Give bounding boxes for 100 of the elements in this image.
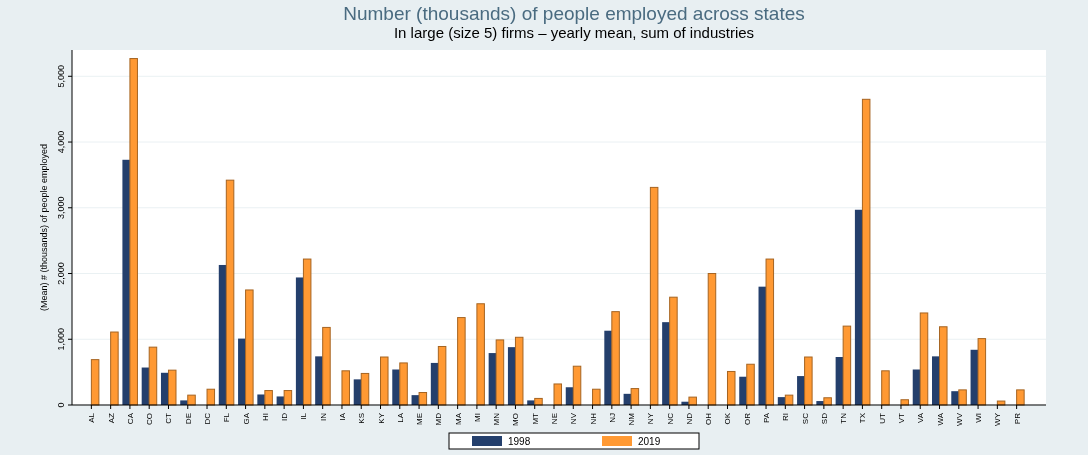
x-tick-label: VA (916, 412, 926, 424)
y-tick-label: 3,000 (56, 196, 66, 220)
x-tick-label: FL (222, 412, 232, 423)
x-tick-label: MO (511, 413, 521, 426)
x-tick-label: MI (472, 413, 482, 422)
x-tick-label: ME (415, 413, 425, 425)
bar (861, 98, 871, 406)
bar (823, 397, 832, 406)
bar (122, 159, 130, 405)
bar (592, 388, 601, 406)
y-tick-label: 1,000 (56, 327, 66, 351)
bar (360, 372, 370, 406)
x-tick-label: MN (492, 412, 502, 426)
bar (662, 322, 670, 405)
bar (553, 383, 563, 406)
bar (669, 296, 678, 406)
bar (187, 394, 196, 406)
x-tick-label: NH (588, 412, 598, 425)
bar (238, 338, 246, 405)
x-tick-label: SC (800, 412, 810, 425)
bar (854, 209, 863, 405)
x-tick-label: KY (376, 412, 386, 424)
bar (977, 338, 987, 406)
x-tick-label: OR (742, 412, 752, 425)
x-tick-label: IL (299, 412, 309, 420)
x-tick-label: VT (896, 412, 906, 424)
y-tick-label: 2,000 (56, 262, 66, 285)
x-tick-label: MD (434, 412, 444, 426)
x-tick-label: CA (125, 412, 135, 425)
bar (129, 58, 138, 406)
bar (958, 389, 967, 406)
bar (457, 317, 466, 406)
y-tick-label: 0 (56, 402, 66, 408)
bar (380, 356, 389, 406)
y-axis-title: (Mean) # (thousands) of people employed (39, 143, 49, 312)
bar (353, 379, 362, 405)
bar (160, 372, 169, 405)
bar (797, 376, 805, 405)
x-tick-label: AZ (106, 412, 116, 424)
bar (932, 356, 940, 405)
x-tick-label: DE (183, 413, 193, 425)
x-tick-label: ND (684, 412, 694, 425)
bar (295, 277, 304, 405)
bar (488, 353, 497, 405)
bar (302, 258, 312, 406)
legend-label: 1998 (508, 436, 531, 447)
bar (167, 369, 177, 406)
x-tick-label: TX (858, 412, 868, 424)
x-tick-label: WY (993, 412, 1003, 426)
x-tick-label: OK (723, 412, 733, 425)
bar (919, 312, 929, 406)
x-tick-label: NC (665, 412, 675, 425)
x-tick-label: WI (974, 413, 984, 423)
bar (707, 273, 717, 406)
x-tick-label: GA (241, 412, 251, 425)
bar (418, 392, 428, 406)
x-tick-label: LA (395, 412, 405, 423)
bar (611, 311, 620, 406)
bar (726, 370, 736, 406)
x-tick-label: NY (646, 412, 656, 425)
bar (1016, 389, 1025, 406)
bar (804, 356, 813, 406)
x-tick-label: NM (627, 412, 637, 426)
x-tick-label: IN (318, 412, 328, 421)
bar (881, 370, 890, 406)
legend-label: 2019 (638, 436, 661, 447)
x-tick-label: DC (203, 412, 213, 425)
y-tick-label: 4,000 (56, 130, 66, 154)
bar (572, 365, 582, 406)
x-tick-label: AL (87, 412, 97, 423)
bar (148, 346, 158, 406)
bar (507, 347, 516, 405)
x-tick-label: TN (839, 412, 849, 424)
x-tick-label: OH (704, 412, 714, 425)
bar (264, 390, 273, 406)
bar (514, 336, 524, 406)
x-tick-label: WV (954, 412, 964, 426)
x-tick-label: KS (357, 413, 367, 424)
x-tick-label: CO (145, 413, 155, 425)
x-tick-label: ID (280, 412, 290, 421)
bar (630, 388, 640, 406)
bar (765, 258, 775, 406)
bar (225, 179, 235, 406)
bar (842, 325, 852, 406)
x-tick-label: MT (530, 412, 540, 425)
bar (110, 331, 119, 406)
bar (399, 362, 408, 406)
bar (476, 303, 485, 406)
y-tick-label: 5,000 (56, 65, 66, 88)
bar (90, 359, 100, 406)
bar (495, 339, 505, 406)
bar (688, 396, 697, 406)
bar (604, 330, 612, 405)
x-tick-label: RI (781, 413, 791, 421)
bar (341, 370, 350, 406)
x-tick-label: PA (762, 412, 772, 424)
bar (649, 186, 659, 406)
bar (939, 326, 948, 406)
bar (218, 264, 227, 405)
x-tick-label: WA (935, 412, 945, 426)
